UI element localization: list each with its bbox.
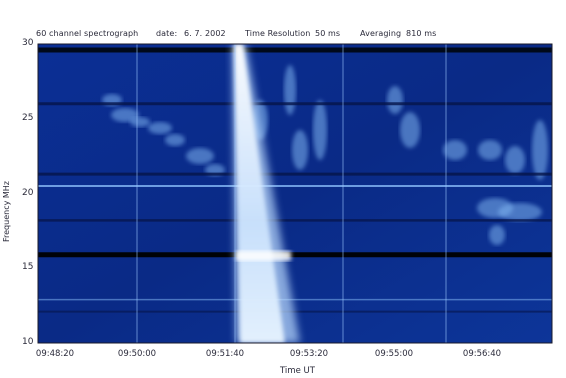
y-tick-10: 10 bbox=[22, 337, 34, 347]
x-axis-label: Time UT bbox=[280, 366, 315, 376]
averaging-label: Averaging bbox=[360, 29, 402, 38]
x-tick-3: 09:53:20 bbox=[289, 349, 329, 359]
emission-blob-2 bbox=[130, 117, 150, 127]
emission-blob-18 bbox=[498, 203, 542, 221]
x-tick-2: 09:51:40 bbox=[205, 349, 245, 359]
emission-blob-5 bbox=[186, 148, 214, 164]
x-tick-0: 09:48:20 bbox=[35, 349, 75, 359]
x-tick-5: 09:56:40 bbox=[462, 349, 502, 359]
plot-frame bbox=[37, 43, 553, 344]
plot-content bbox=[38, 44, 552, 343]
y-tick-20: 20 bbox=[22, 187, 34, 198]
averaging-value: 810 ms bbox=[406, 29, 437, 38]
y-axis-label: Frequency MHz bbox=[2, 181, 11, 242]
emission-blob-14 bbox=[478, 140, 502, 160]
chart-title: 60 channel spectrograph bbox=[36, 29, 139, 38]
y-tick-25: 25 bbox=[22, 112, 34, 123]
burst-core bbox=[234, 44, 285, 343]
emission-blob-12 bbox=[400, 112, 420, 148]
emission-blob-1 bbox=[111, 108, 139, 122]
y-tick-15: 15 bbox=[22, 262, 34, 273]
emission-blob-11 bbox=[387, 86, 403, 114]
emission-blob-15 bbox=[505, 146, 525, 174]
emission-blob-13 bbox=[443, 140, 467, 160]
emission-blob-8 bbox=[284, 65, 296, 115]
emission-blob-4 bbox=[165, 134, 185, 146]
burst-bright-spot bbox=[236, 250, 291, 261]
resolution-label: Time Resolution bbox=[245, 29, 311, 38]
resolution-value: 50 ms bbox=[315, 29, 341, 38]
y-tick-30: 30 bbox=[22, 38, 34, 48]
x-tick-1: 09:50:00 bbox=[117, 349, 157, 359]
date-label: date: bbox=[156, 29, 178, 38]
emission-blob-3 bbox=[148, 122, 172, 134]
emission-blob-16 bbox=[532, 120, 548, 180]
emission-blob-9 bbox=[292, 130, 308, 170]
emission-blob-10 bbox=[313, 100, 327, 160]
x-tick-4: 09:55:00 bbox=[374, 349, 414, 359]
emission-blob-19 bbox=[489, 225, 505, 245]
date-value: 6. 7. 2002 bbox=[184, 29, 226, 38]
